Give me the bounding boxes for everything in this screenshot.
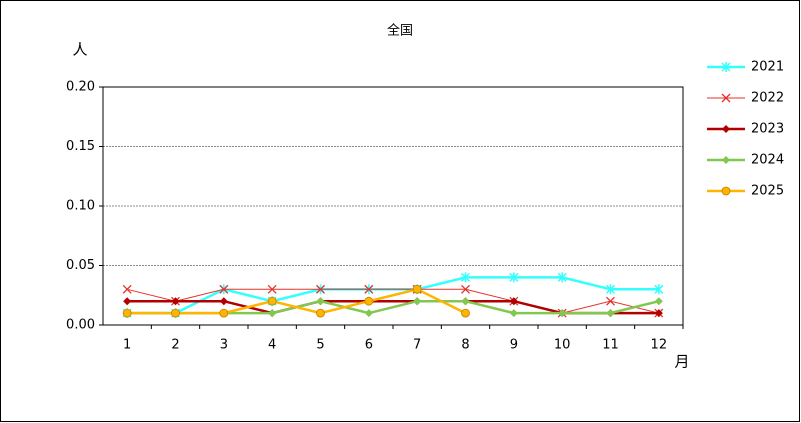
data-point: [461, 297, 470, 306]
data-point: [509, 309, 518, 318]
series-line: [127, 287, 467, 315]
data-point: [122, 284, 132, 294]
x-tick-label: 7: [413, 338, 421, 353]
data-point: [605, 284, 616, 295]
data-point: [364, 296, 374, 306]
data-point: [219, 308, 229, 318]
data-point: [413, 297, 422, 306]
data-point: [268, 309, 277, 318]
data-point: [316, 284, 325, 294]
x-tick-label: 9: [510, 338, 518, 353]
legend-label: 2022: [751, 91, 784, 106]
data-point: [654, 297, 663, 306]
x-tick-label: 1: [123, 338, 131, 353]
data-point: [606, 309, 615, 318]
legend-label: 2021: [751, 60, 784, 75]
x-tick-label: 11: [602, 338, 619, 353]
y-tick-label: 0.00: [66, 318, 95, 333]
data-point: [460, 272, 471, 283]
x-axis-label: 月: [674, 353, 689, 371]
data-point: [461, 284, 470, 294]
data-point: [654, 309, 663, 318]
chart-title: 全国: [387, 23, 413, 39]
x-tick-label: 3: [220, 338, 228, 353]
data-point: [509, 297, 518, 306]
data-point: [461, 308, 470, 318]
x-tick-label: 5: [316, 338, 324, 353]
data-point: [123, 297, 132, 306]
legend-marker: [721, 186, 731, 196]
data-point: [654, 284, 664, 295]
y-tick-label: 0.10: [66, 199, 95, 214]
legend-label: 2024: [751, 153, 784, 168]
y-tick-label: 0.15: [66, 139, 95, 154]
data-point: [219, 284, 229, 294]
y-tick-label: 0.05: [66, 258, 95, 273]
data-point: [171, 297, 180, 306]
data-point: [558, 309, 567, 318]
x-tick-label: 2: [171, 338, 179, 353]
data-point: [412, 284, 422, 294]
data-point: [509, 272, 519, 283]
y-tick-label: 0.20: [66, 80, 95, 95]
x-tick-label: 8: [461, 338, 469, 353]
x-tick-label: 10: [554, 338, 571, 353]
x-tick-label: 6: [365, 338, 373, 353]
y-axis-label: 人: [72, 41, 87, 59]
data-point: [267, 284, 277, 294]
data-point: [364, 284, 374, 294]
data-point: [364, 309, 373, 318]
data-point: [122, 308, 132, 318]
data-point: [557, 272, 567, 283]
legend-marker: [722, 156, 730, 164]
legend-label: 2025: [751, 184, 784, 199]
data-point: [316, 297, 325, 306]
data-point: [316, 308, 325, 318]
x-tick-label: 12: [651, 338, 668, 353]
data-point: [267, 296, 277, 306]
data-point: [219, 297, 228, 306]
series-line: [127, 288, 659, 314]
data-point: [606, 296, 615, 306]
legend-marker: [721, 93, 731, 103]
data-point: [171, 308, 180, 318]
legend-label: 2023: [751, 122, 784, 137]
legend-marker: [721, 62, 731, 72]
legend-marker: [722, 125, 730, 133]
x-tick-label: 4: [268, 338, 276, 353]
